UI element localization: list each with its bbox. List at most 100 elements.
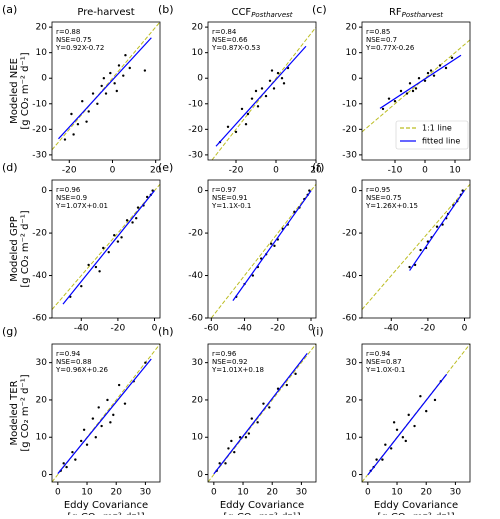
point — [233, 450, 236, 454]
point — [144, 361, 147, 364]
plot-frame — [207, 21, 317, 161]
point — [104, 92, 108, 95]
y-tick-label: 10 — [36, 48, 48, 58]
point — [395, 428, 399, 431]
point — [282, 82, 286, 85]
stat-text: r=0.95 — [366, 186, 390, 194]
point — [393, 100, 397, 103]
y-tick-label: -10 — [342, 99, 357, 109]
stat-text: NSE=0.7 — [366, 36, 397, 44]
y-axis-label: Modeled TER — [9, 380, 20, 445]
point — [81, 100, 84, 103]
point — [117, 64, 121, 67]
point — [102, 246, 105, 250]
panel-label: (b) — [158, 3, 174, 16]
y-tick-label: -30 — [188, 150, 203, 160]
point — [98, 270, 101, 273]
point — [74, 458, 77, 461]
point — [244, 123, 248, 126]
y-tick-label: 0 — [197, 74, 203, 84]
point — [117, 383, 121, 387]
point — [381, 107, 385, 111]
point — [123, 402, 127, 405]
stat-text: NSE=0.75 — [366, 194, 402, 202]
point — [405, 92, 409, 95]
point — [250, 97, 254, 100]
x-tick-label: 0 — [211, 488, 217, 498]
x-tick-label: 20 — [420, 488, 432, 498]
x-tick-label: 10 — [237, 488, 249, 498]
point — [269, 242, 273, 245]
y-axis-label: [g CO₂ m⁻² d⁻¹] — [20, 210, 31, 287]
point — [224, 462, 227, 465]
point — [96, 102, 99, 105]
point — [85, 120, 88, 123]
point — [100, 424, 103, 428]
point — [411, 89, 415, 93]
point — [308, 189, 311, 192]
point — [115, 89, 119, 93]
point — [413, 424, 416, 428]
point — [276, 71, 280, 75]
x-tick-label: 20 — [266, 488, 278, 498]
point — [120, 236, 123, 239]
y-tick-label: 0 — [197, 470, 203, 480]
y-tick-label: -20 — [342, 125, 357, 135]
stat-text: Y=1.26X+0.15 — [365, 202, 418, 210]
x-tick-label: -40 — [384, 324, 399, 334]
point — [246, 112, 250, 116]
y-tick-label: 0 — [197, 186, 203, 196]
stat-text: Y=1.07X+0.01 — [55, 202, 108, 210]
point — [71, 450, 74, 454]
y-tick-label: -40 — [188, 271, 203, 281]
point — [433, 398, 437, 402]
panel-label: (a) — [2, 3, 17, 16]
stat-text: NSE=0.75 — [56, 36, 92, 44]
y-tick-label: -40 — [32, 271, 47, 281]
stat-text: Y=1.1X-0.1 — [211, 202, 251, 210]
stat-text: Y=0.87X-0.53 — [211, 44, 260, 52]
point — [143, 69, 147, 72]
stat-text: NSE=0.66 — [212, 36, 248, 44]
point — [438, 64, 442, 67]
fitted-line — [213, 352, 308, 475]
plot-frame — [207, 343, 317, 483]
point — [401, 436, 405, 439]
x-tick-label: -20 — [62, 166, 77, 176]
y-tick-label: 20 — [346, 23, 358, 33]
point — [419, 248, 422, 252]
point — [381, 458, 384, 461]
y-tick-label: -10 — [188, 99, 203, 109]
x-axis-label: Eddy Covariance — [64, 500, 148, 511]
point — [262, 402, 265, 405]
point — [112, 413, 115, 417]
x-tick-label: -40 — [74, 324, 89, 334]
x-tick-label: 0 — [462, 324, 468, 334]
y-tick-label: -20 — [188, 125, 203, 135]
one-to-one-line — [51, 343, 161, 483]
panel-title: Pre-harvest — [77, 7, 134, 18]
plot-frame — [207, 179, 317, 319]
y-tick-label: -60 — [32, 314, 47, 324]
point — [97, 406, 100, 409]
plot-frame — [361, 343, 471, 483]
point — [145, 195, 149, 199]
x-tick-label: 30 — [296, 488, 308, 498]
x-axis-label: Eddy Covariance — [374, 500, 458, 511]
point — [251, 274, 255, 277]
point — [106, 398, 109, 402]
stat-text: Y=0.77X-0.26 — [365, 44, 415, 52]
x-tick-label: 0 — [152, 324, 158, 334]
stat-text: r=0.88 — [56, 28, 80, 36]
panel-label: (c) — [312, 3, 327, 16]
x-tick-label: 10 — [449, 166, 461, 176]
point — [91, 417, 95, 420]
stat-text: Y=1.01X+0.18 — [211, 366, 264, 374]
point — [404, 439, 407, 443]
point — [116, 240, 120, 243]
point — [419, 395, 422, 398]
point — [85, 443, 89, 446]
panel-label: (d) — [2, 161, 18, 174]
panel-label: (i) — [312, 325, 324, 338]
stat-text: NSE=0.92 — [212, 358, 248, 366]
